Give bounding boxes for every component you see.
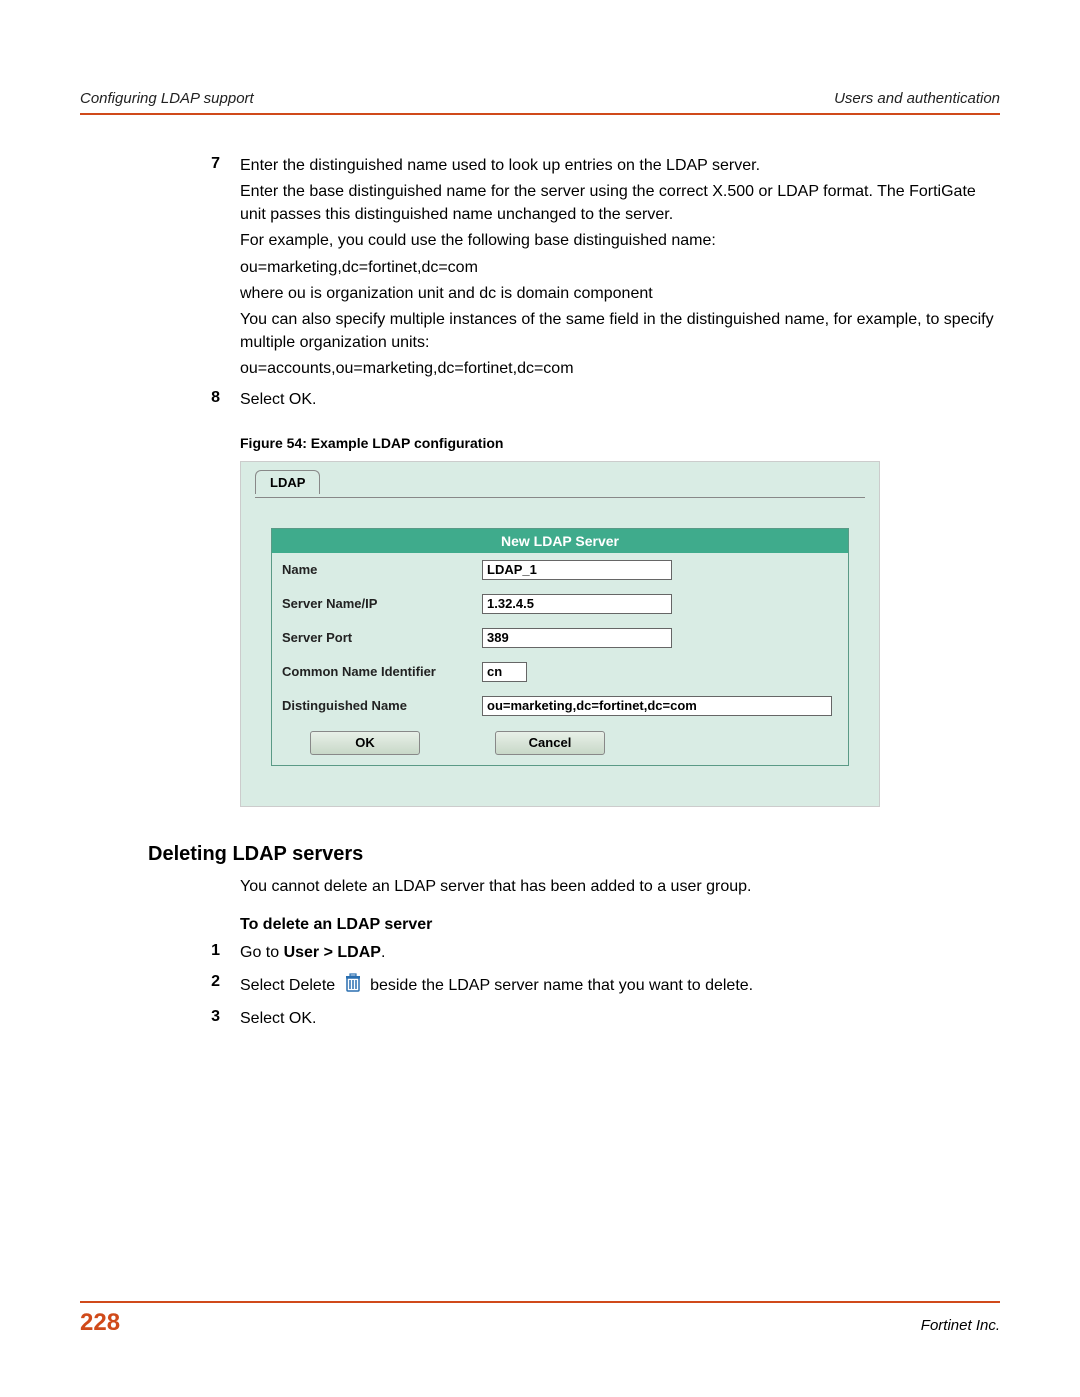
cancel-button[interactable]: Cancel bbox=[495, 731, 605, 755]
to-delete-heading: To delete an LDAP server bbox=[240, 916, 1000, 934]
step7-line1: Enter the distinguished name used to loo… bbox=[240, 155, 1000, 177]
page-footer: 228 Fortinet Inc. bbox=[80, 1301, 1000, 1337]
d1-text-a: Go to bbox=[240, 944, 284, 961]
d2-text-b: beside the LDAP server name that you wan… bbox=[370, 977, 753, 994]
step7-line6: You can also specify multiple instances … bbox=[240, 309, 1000, 354]
step-number: 7 bbox=[180, 155, 240, 385]
cn-label: Common Name Identifier bbox=[282, 664, 482, 679]
ok-button[interactable]: OK bbox=[310, 731, 420, 755]
step-number: 8 bbox=[180, 389, 240, 415]
step7-line5: where ou is organization unit and dc is … bbox=[240, 283, 1000, 305]
step-number: 2 bbox=[180, 973, 240, 1000]
delete-step-3: 3 Select OK. bbox=[180, 1008, 1000, 1030]
deleting-intro: You cannot delete an LDAP server that ha… bbox=[240, 876, 1000, 898]
d2-text-a: Select Delete bbox=[240, 977, 340, 994]
step8-line1: Select OK. bbox=[240, 389, 1000, 411]
step-7: 7 Enter the distinguished name used to l… bbox=[180, 155, 1000, 385]
trash-icon bbox=[344, 973, 362, 1000]
tab-underline bbox=[255, 497, 865, 498]
step-8: 8 Select OK. bbox=[180, 389, 1000, 415]
figure-caption: Figure 54: Example LDAP configuration bbox=[240, 435, 1000, 451]
page-number: 228 bbox=[80, 1309, 120, 1337]
d1-text-b: User > LDAP bbox=[284, 944, 381, 961]
delete-step-2: 2 Select Delete beside the LDAP server n… bbox=[180, 973, 1000, 1000]
footer-company: Fortinet Inc. bbox=[921, 1317, 1000, 1334]
port-input[interactable] bbox=[482, 628, 672, 648]
name-label: Name bbox=[282, 562, 482, 577]
cn-input[interactable] bbox=[482, 662, 527, 682]
step7-line3: For example, you could use the following… bbox=[240, 230, 1000, 252]
name-input[interactable] bbox=[482, 560, 672, 580]
port-label: Server Port bbox=[282, 630, 482, 645]
step7-line7: ou=accounts,ou=marketing,dc=fortinet,dc=… bbox=[240, 358, 1000, 380]
d1-text-c: . bbox=[381, 944, 385, 961]
step-number: 1 bbox=[180, 942, 240, 964]
deleting-ldap-heading: Deleting LDAP servers bbox=[148, 843, 1000, 866]
step-number: 3 bbox=[180, 1008, 240, 1030]
delete-step-1: 1 Go to User > LDAP. bbox=[180, 942, 1000, 964]
dn-input[interactable] bbox=[482, 696, 832, 716]
step7-line4: ou=marketing,dc=fortinet,dc=com bbox=[240, 257, 1000, 279]
page-header: Configuring LDAP support Users and authe… bbox=[80, 90, 1000, 115]
ldap-tab[interactable]: LDAP bbox=[255, 470, 320, 494]
ldap-form: New LDAP Server Name Server Name/IP Serv… bbox=[271, 528, 849, 766]
dn-label: Distinguished Name bbox=[282, 698, 482, 713]
header-right: Users and authentication bbox=[834, 90, 1000, 107]
d3-text: Select OK. bbox=[240, 1008, 1000, 1030]
server-label: Server Name/IP bbox=[282, 596, 482, 611]
form-title: New LDAP Server bbox=[272, 529, 848, 553]
ldap-config-screenshot: LDAP New LDAP Server Name Server Name/IP bbox=[240, 461, 880, 807]
step7-line2: Enter the base distinguished name for th… bbox=[240, 181, 1000, 226]
header-left: Configuring LDAP support bbox=[80, 90, 254, 107]
server-input[interactable] bbox=[482, 594, 672, 614]
